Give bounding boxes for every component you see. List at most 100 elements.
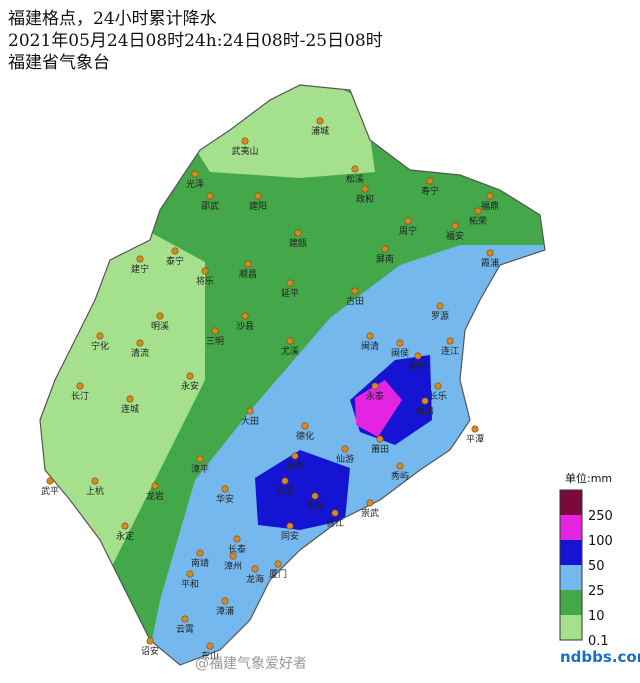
city-dot: [286, 279, 294, 287]
logo: ndbbs.com: [560, 648, 640, 666]
city-label: 长汀: [71, 390, 89, 402]
city-dot: [421, 397, 429, 405]
city-label: 南安: [306, 500, 324, 512]
city-dot: [396, 462, 404, 470]
city-label: 明溪: [151, 320, 169, 332]
city-label: 晋江: [326, 518, 344, 529]
city-dot: [211, 327, 219, 335]
city-label: 政和: [356, 193, 374, 205]
city-dot: [254, 192, 262, 200]
city-label: 仙游: [336, 453, 354, 465]
city-dot: [404, 217, 412, 225]
city-label: 武夷山: [231, 145, 258, 157]
city-dot: [286, 337, 294, 345]
city-dot: [201, 267, 209, 275]
city-label: 龙岩: [146, 490, 164, 502]
legend-label: 250: [588, 509, 613, 524]
city-dot: [331, 509, 339, 517]
legend-label: 25: [588, 584, 605, 599]
city-dot: [301, 422, 309, 430]
city-dot: [221, 485, 229, 493]
city-dot: [206, 192, 214, 200]
legend-label: 100: [588, 534, 613, 549]
city-dot: [244, 260, 252, 268]
city-dot: [121, 522, 129, 530]
city-label: 永定: [116, 530, 134, 542]
city-label: 连城: [121, 403, 139, 415]
city-label: 建宁: [131, 263, 149, 275]
city-dot: [436, 302, 444, 310]
city-label: 罗源: [431, 311, 449, 322]
source: 福建省气象台: [8, 53, 110, 73]
city-dot: [136, 255, 144, 263]
city-dot: [76, 382, 84, 390]
city-dot: [274, 560, 282, 568]
city-label: 宁化: [91, 340, 109, 352]
city-dot: [136, 339, 144, 347]
city-label: 建阳: [249, 200, 267, 212]
city-label: 华安: [216, 493, 234, 505]
city-label: 福鼎: [481, 200, 499, 212]
city-dot: [281, 477, 289, 485]
city-dot: [341, 445, 349, 453]
city-dot: [151, 482, 159, 490]
province-outline: [39, 84, 546, 666]
city-label: 安溪: [276, 485, 294, 497]
legend-label: 0.1: [588, 634, 609, 649]
legend-unit: 单位:mm: [565, 471, 612, 485]
city-dot: [286, 522, 294, 530]
city-label: 连江: [441, 345, 459, 357]
city-label: 周宁: [399, 225, 417, 237]
city-label: 秀屿: [391, 470, 409, 482]
city-dot: [221, 597, 229, 605]
legend-label: 10: [588, 609, 605, 624]
city-dot: [191, 170, 199, 178]
city-label: 松溪: [346, 173, 364, 185]
city-dot: [206, 642, 214, 650]
city-label: 永春: [286, 460, 304, 472]
city-label: 建瓯: [289, 237, 307, 249]
city-label: 福安: [446, 230, 464, 242]
city-label: 寿宁: [421, 185, 439, 197]
city-dot: [241, 137, 249, 145]
city-label: 莆田: [371, 443, 389, 455]
city-label: 平潭: [466, 434, 484, 445]
city-dot: [294, 229, 302, 237]
title: 福建格点，24小时累计降水: [8, 9, 217, 29]
city-label: 平和: [181, 579, 199, 590]
city-label: 大田: [241, 415, 259, 427]
city-dot: [241, 312, 249, 320]
city-label: 永泰: [366, 390, 384, 402]
city-dot: [96, 332, 104, 340]
city-dot: [486, 249, 494, 257]
city-label: 福清: [416, 405, 434, 417]
city-dot: [414, 352, 422, 360]
city-dot: [376, 435, 384, 443]
city-dot: [186, 570, 194, 578]
city-dot: [351, 165, 359, 173]
city-label: 将乐: [196, 275, 214, 287]
city-label: 闽清: [361, 340, 379, 352]
city-label: 柘荣: [469, 215, 487, 227]
city-dot: [229, 552, 237, 560]
watermark: @福建气象爱好者: [195, 656, 307, 672]
city-dot: [186, 372, 194, 380]
city-label: 古田: [346, 295, 364, 307]
city-dot: [366, 499, 374, 507]
city-dot: [181, 615, 189, 623]
city-dot: [361, 185, 369, 193]
city-label: 屏南: [376, 253, 394, 265]
city-label: 清流: [131, 347, 149, 359]
city-dot: [471, 425, 479, 433]
city-dot: [311, 492, 319, 500]
city-dot: [426, 177, 434, 185]
city-dot: [126, 395, 134, 403]
city-label: 漳州: [224, 560, 242, 572]
city-label: 光泽: [186, 178, 204, 190]
city-dot: [366, 332, 374, 340]
city-label: 长乐: [429, 390, 447, 402]
legend: 单位:mm 250 100 50 25 10 0.1: [559, 471, 613, 649]
city-label: 邵武: [201, 200, 219, 212]
